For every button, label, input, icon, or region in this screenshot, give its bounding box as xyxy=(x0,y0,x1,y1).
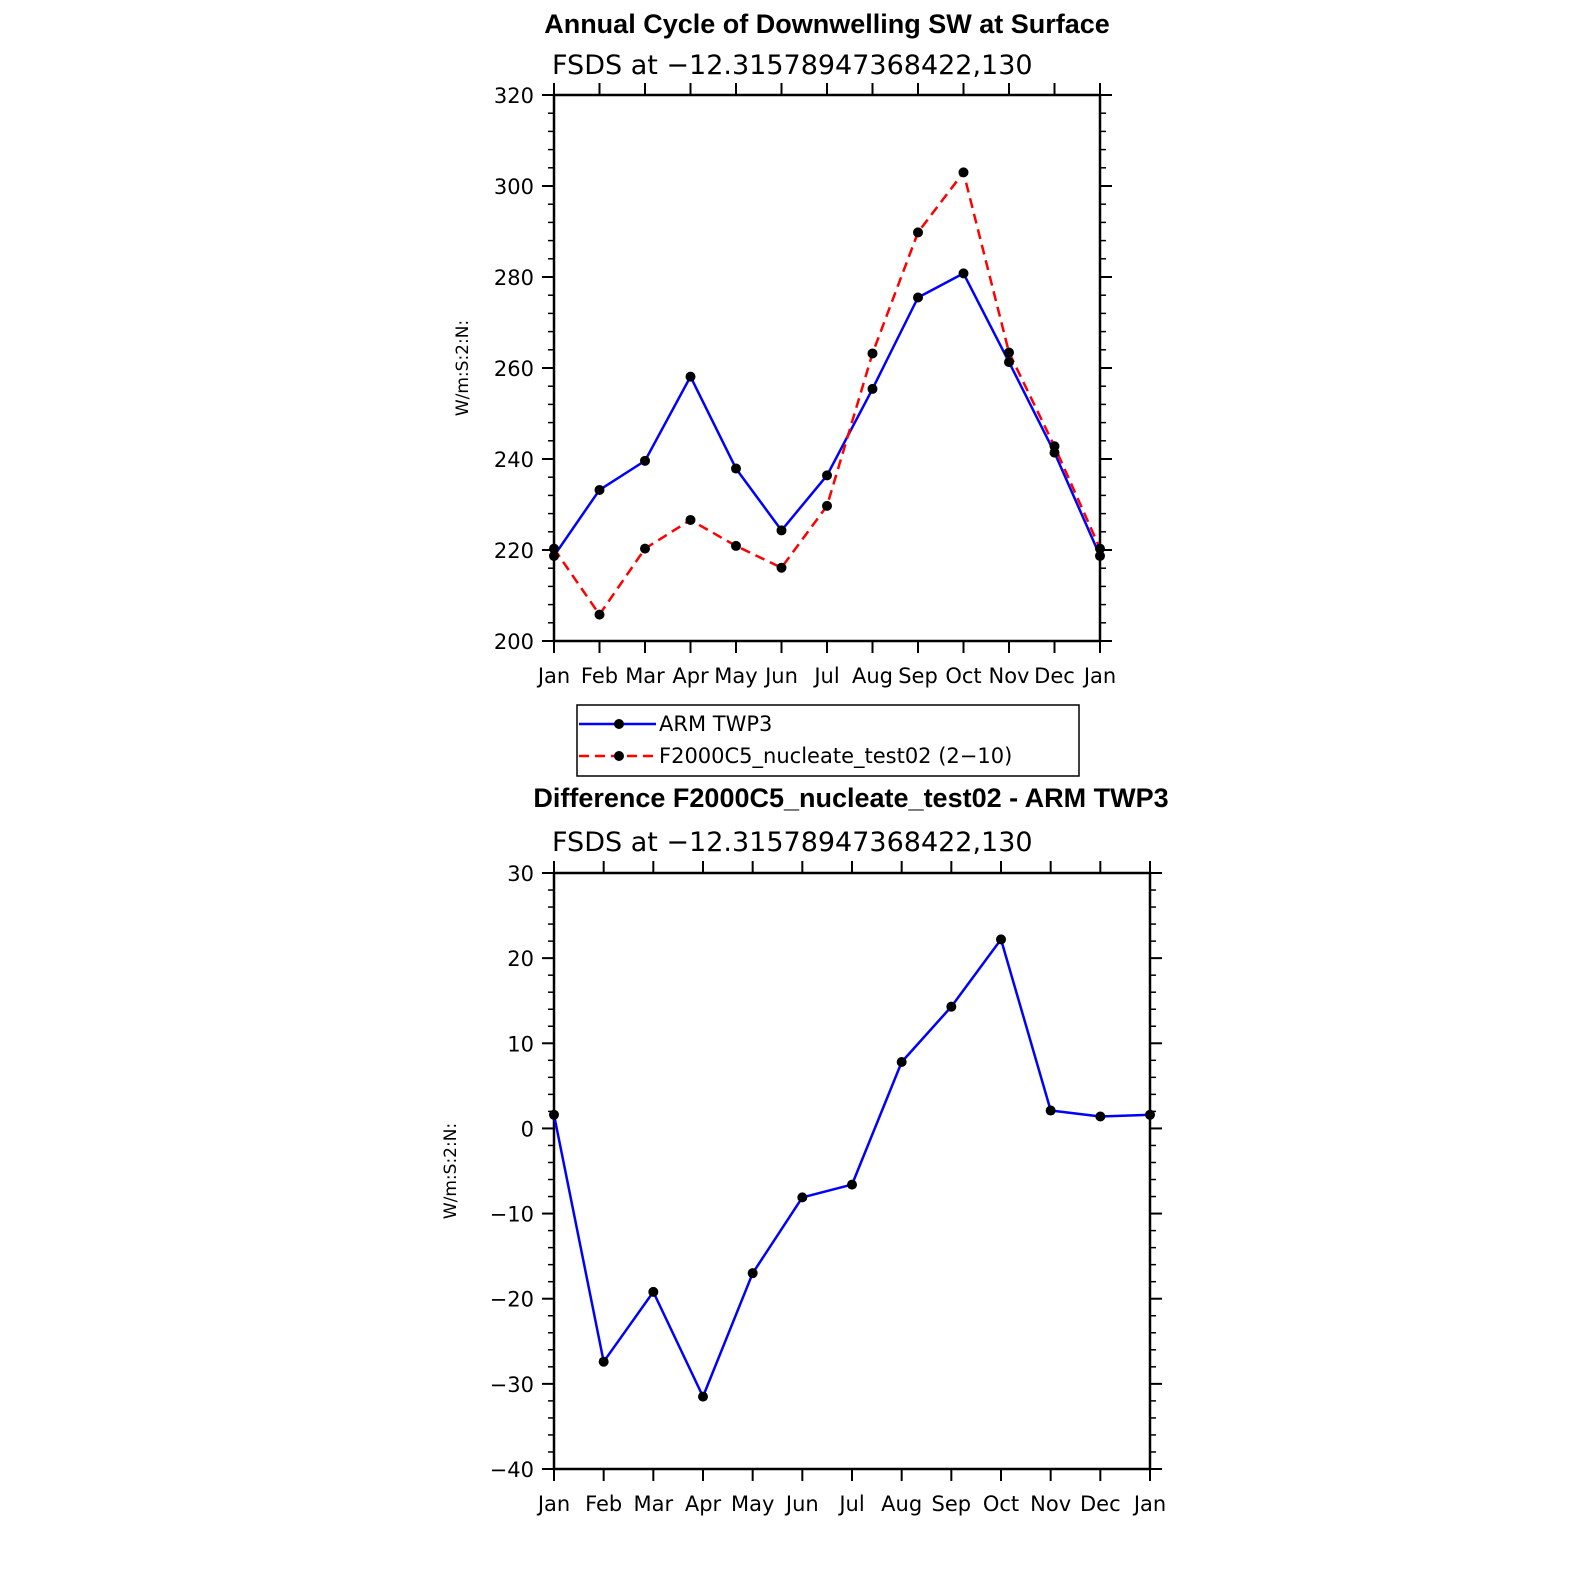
chart1-series-1-point xyxy=(640,543,650,554)
chart1-xtick-label: Jan xyxy=(536,664,570,688)
chart1-xtick-label: Dec xyxy=(1034,664,1075,688)
chart1-xtick-label: Jun xyxy=(763,664,798,688)
chart1-series-1-point xyxy=(776,562,787,573)
chart1-xtick-label: Nov xyxy=(989,664,1030,688)
chart1-series-1-point xyxy=(731,540,741,551)
chart2-series-0-line xyxy=(552,938,1151,1398)
legend-label-model: F2000C5_nucleate_test02 (2−10) xyxy=(659,744,1012,769)
chart2-xtick-label: Nov xyxy=(1030,1492,1071,1516)
chart1-xtick-label: Jul xyxy=(812,664,839,688)
chart1-series-1-point xyxy=(685,514,696,525)
chart2-subtitle: FSDS at −12.31578947368422,130 xyxy=(552,827,1033,858)
chart1-series-1-point xyxy=(549,543,559,554)
chart1-series-0-point xyxy=(731,463,741,474)
chart1-series-1-line xyxy=(552,171,1102,616)
chart2-ytick-label: −40 xyxy=(490,1458,534,1482)
chart2-ytick-label: −10 xyxy=(490,1203,534,1227)
chart1-ytick-label: 300 xyxy=(494,175,534,199)
chart2-xtick-label: Mar xyxy=(634,1492,674,1516)
chart1-series-0-point xyxy=(867,383,878,394)
chart1-series-1-point xyxy=(1004,347,1014,358)
chart1-legend: ARM TWP3 F2000C5_nucleate_test02 (2−10) xyxy=(576,704,1080,777)
chart2-ytick-label: 20 xyxy=(507,947,534,971)
chart2-xtick-label: Sep xyxy=(932,1492,972,1516)
chart2-series-0-point xyxy=(549,1109,559,1120)
chart1-series-0-point xyxy=(1095,550,1105,561)
chart1-xtick-label: Mar xyxy=(625,664,665,688)
chart1-series-0-line xyxy=(552,272,1102,557)
legend-label-arm: ARM TWP3 xyxy=(659,712,772,736)
chart2-xtick-label: Apr xyxy=(685,1492,722,1516)
chart2-ytick-label: −20 xyxy=(490,1288,534,1312)
chart2-series-0-point xyxy=(1045,1105,1056,1116)
chart1-series-1-point xyxy=(1095,543,1105,554)
chart1-ytick-label: 260 xyxy=(494,357,534,381)
chart2-xtick-label: May xyxy=(731,1492,774,1516)
chart2-ytick-label: −30 xyxy=(490,1373,534,1397)
chart1-subtitle: FSDS at −12.31578947368422,130 xyxy=(552,50,1033,81)
chart2-series-0-point xyxy=(896,1057,907,1068)
chart1-series-1-point xyxy=(867,348,878,359)
chart2-xtick-label: Dec xyxy=(1080,1492,1121,1516)
chart1-series-0-point xyxy=(958,268,969,279)
chart1-frame xyxy=(552,93,1102,643)
chart2-series-0-point xyxy=(797,1192,808,1203)
chart2-series-0-point xyxy=(996,934,1006,945)
chart1-xtick-label: Sep xyxy=(898,664,938,688)
chart2-series-0-point xyxy=(1145,1109,1155,1120)
chart1-xtick-label: Feb xyxy=(581,664,618,688)
chart1-plot: 200 220 240 260 280 300 320 Jan Feb Mar Apr May Jun J… xyxy=(494,83,1116,688)
chart1-series-0-point xyxy=(640,455,650,466)
chart2-xtick-label: Feb xyxy=(585,1492,622,1516)
chart1-series-1-point xyxy=(594,609,605,620)
chart1-ylabel: W/m:S:2:N: xyxy=(453,320,473,416)
chart1-series-0-point xyxy=(685,371,696,382)
chart1-xtick-label: Apr xyxy=(672,664,709,688)
legend-marker-model xyxy=(614,751,624,761)
chart2-xtick-label: Oct xyxy=(983,1492,1019,1516)
chart2-frame xyxy=(552,871,1152,1471)
chart1-series-1-point xyxy=(913,227,923,238)
legend-marker-arm xyxy=(614,719,624,729)
chart1-series-0-point xyxy=(1004,357,1014,368)
chart2-xtick-label: Aug xyxy=(881,1492,922,1516)
chart1-title: Annual Cycle of Downwelling SW at Surfac… xyxy=(544,9,1110,39)
chart1-series-0-point xyxy=(594,484,605,495)
chart1-series-1-point xyxy=(958,167,969,178)
chart1-xtick-label: Aug xyxy=(852,664,893,688)
chart2-plot: −40 −30 −20 −10 0 10 20 30 Jan Feb Mar Apr May Jun Jul… xyxy=(490,861,1166,1516)
legend-box xyxy=(576,704,1080,777)
chart1-xtick-label: Jan xyxy=(1082,664,1116,688)
chart2-series-0-point xyxy=(648,1286,659,1297)
chart1-ytick-label: 220 xyxy=(494,539,534,563)
chart1-series-0-point xyxy=(913,292,923,303)
chart2-series-0-point xyxy=(847,1179,857,1190)
chart2-ytick-label: 30 xyxy=(507,862,534,886)
chart2-xtick-label: Jul xyxy=(837,1492,864,1516)
chart1-xtick-label: May xyxy=(714,664,757,688)
chart2-ytick-label: 10 xyxy=(507,1032,534,1056)
chart2-xtick-label: Jun xyxy=(784,1492,819,1516)
chart2-title: Difference F2000C5_nucleate_test02 - ARM… xyxy=(533,783,1168,813)
chart1-series-0-point xyxy=(549,550,559,561)
chart2-series-0-point xyxy=(747,1268,758,1279)
chart1-xtick-label: Oct xyxy=(945,664,981,688)
chart2-series-0-point xyxy=(1095,1111,1106,1122)
chart1-ytick-label: 240 xyxy=(494,448,534,472)
chart1-series-0-point xyxy=(822,470,832,481)
chart1-series-0-point xyxy=(776,525,787,536)
chart1-ytick-label: 320 xyxy=(494,84,534,108)
chart1-series-1-point xyxy=(822,500,832,511)
chart2-xtick-label: Jan xyxy=(1132,1492,1166,1516)
chart2-series-0-point xyxy=(598,1356,609,1367)
chart2-series-0-point xyxy=(698,1391,708,1402)
chart1-series-1-point xyxy=(1049,441,1060,452)
chart2-series-0-point xyxy=(946,1001,957,1012)
chart2-xtick-label: Jan xyxy=(536,1492,570,1516)
chart2-ylabel: W/m:S:2:N: xyxy=(441,1123,461,1219)
chart1-ytick-label: 280 xyxy=(494,266,534,290)
chart1-ytick-label: 200 xyxy=(494,630,534,654)
chart2-ytick-label: 0 xyxy=(521,1117,534,1141)
